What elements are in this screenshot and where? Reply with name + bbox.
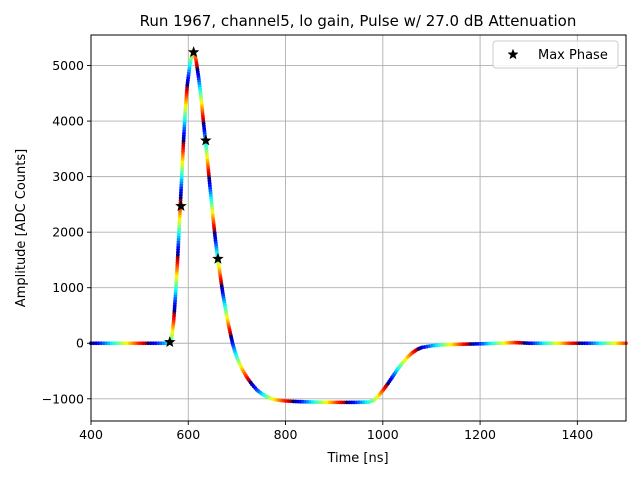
y-tick-label: 5000 [52,58,84,73]
legend-star-icon [507,48,519,60]
pulse-point [156,341,161,346]
pulse-point [133,341,138,346]
pulse-point [107,341,112,346]
pulse-point [146,341,151,346]
pulse-point [120,341,125,346]
x-tick-label: 1400 [561,427,593,442]
max-phase-star [200,134,212,146]
x-tick-label: 1000 [367,427,399,442]
legend: Max Phase [492,40,619,69]
axes: 400 600 800 1000 1200 1400 −1000 0 1000 2000 3000 4… [42,34,627,442]
pulse-point [161,341,166,346]
legend-box [492,40,619,69]
chart-title: Run 1967, channel5, lo gain, Pulse w/ 27… [140,12,577,30]
plot-area [89,46,628,405]
pulse-point [154,341,158,346]
pulse-point [151,341,156,346]
pulse-point [148,341,153,346]
x-tick-label: 800 [274,427,298,442]
pulse-point [138,341,143,346]
y-axis-label: Amplitude [ADC Counts] [14,149,29,307]
pulse-point [102,341,106,346]
pulse-point [117,341,122,346]
max-phase-series [164,46,224,348]
x-tick-label: 600 [176,427,200,442]
pulse-point [104,341,109,346]
max-phase-star [175,200,187,211]
pulse-point [143,341,148,346]
y-tick-label: −1000 [42,391,84,406]
pulse-point [159,341,164,346]
pulse-point [125,341,130,346]
pulse-point [141,341,145,346]
pulse-point [109,341,114,346]
y-tick-label: 3000 [52,169,84,184]
pulse-point [112,341,117,346]
max-phase-star [212,252,224,264]
y-tick-label: 2000 [52,225,84,240]
axes-frame [90,34,627,422]
pulse-point [91,341,96,346]
max-phase-star [164,336,176,348]
max-phase-star [187,46,200,58]
x-tick-label: 1200 [464,427,496,442]
pulse-point [94,341,99,346]
pulse-point [96,341,101,346]
pulse-point [122,341,127,346]
x-axis-label: Time [ns] [326,451,388,466]
y-tick-label: 0 [76,336,84,351]
y-tick-label: 4000 [52,114,84,129]
pulse-point [130,341,135,346]
legend-entry-max-phase: Max Phase [538,48,608,63]
pulse-point [128,341,132,346]
pulse-point [135,341,140,346]
x-tick-label: 400 [79,427,103,442]
pulse-point [99,341,104,346]
y-tick-label: 1000 [52,280,84,295]
